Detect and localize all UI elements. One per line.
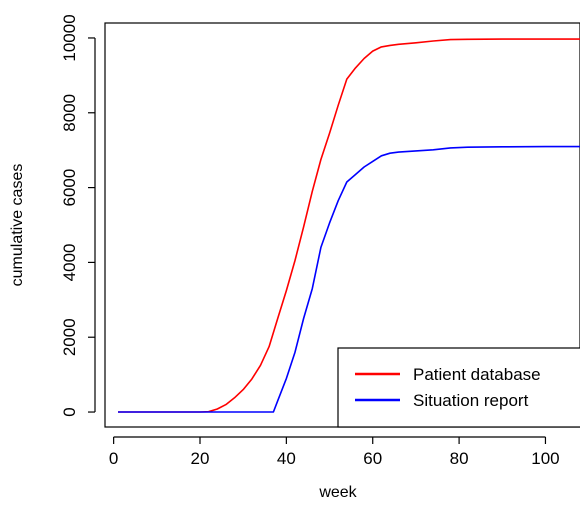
y-tick-label: 8000 — [60, 94, 79, 132]
y-tick-label: 10000 — [60, 14, 79, 61]
y-tick-label: 0 — [60, 407, 79, 416]
y-axis: 0 2000 4000 6000 8000 10000 — [60, 14, 96, 417]
x-tick-label: 0 — [109, 449, 118, 468]
x-tick-label: 20 — [191, 449, 210, 468]
y-tick-label: 2000 — [60, 318, 79, 356]
x-axis-title: week — [318, 484, 357, 501]
y-axis-title: cumulative cases — [9, 164, 26, 287]
x-tick-label: 40 — [277, 449, 296, 468]
x-tick-label: 60 — [363, 449, 382, 468]
series-line-situation-report — [118, 145, 580, 413]
legend: Patient database Situation report — [337, 347, 580, 428]
legend-box — [337, 347, 580, 428]
x-tick-label: 100 — [531, 449, 559, 468]
series-layer — [118, 38, 580, 413]
y-tick-label: 4000 — [60, 243, 79, 281]
y-tick-label: 6000 — [60, 169, 79, 207]
legend-label-situation-report: Situation report — [413, 391, 529, 410]
x-axis: 0 20 40 60 80 100 — [109, 436, 560, 468]
legend-label-patient-database: Patient database — [413, 365, 541, 384]
series-line-patient-database — [118, 38, 580, 413]
x-tick-label: 80 — [450, 449, 469, 468]
